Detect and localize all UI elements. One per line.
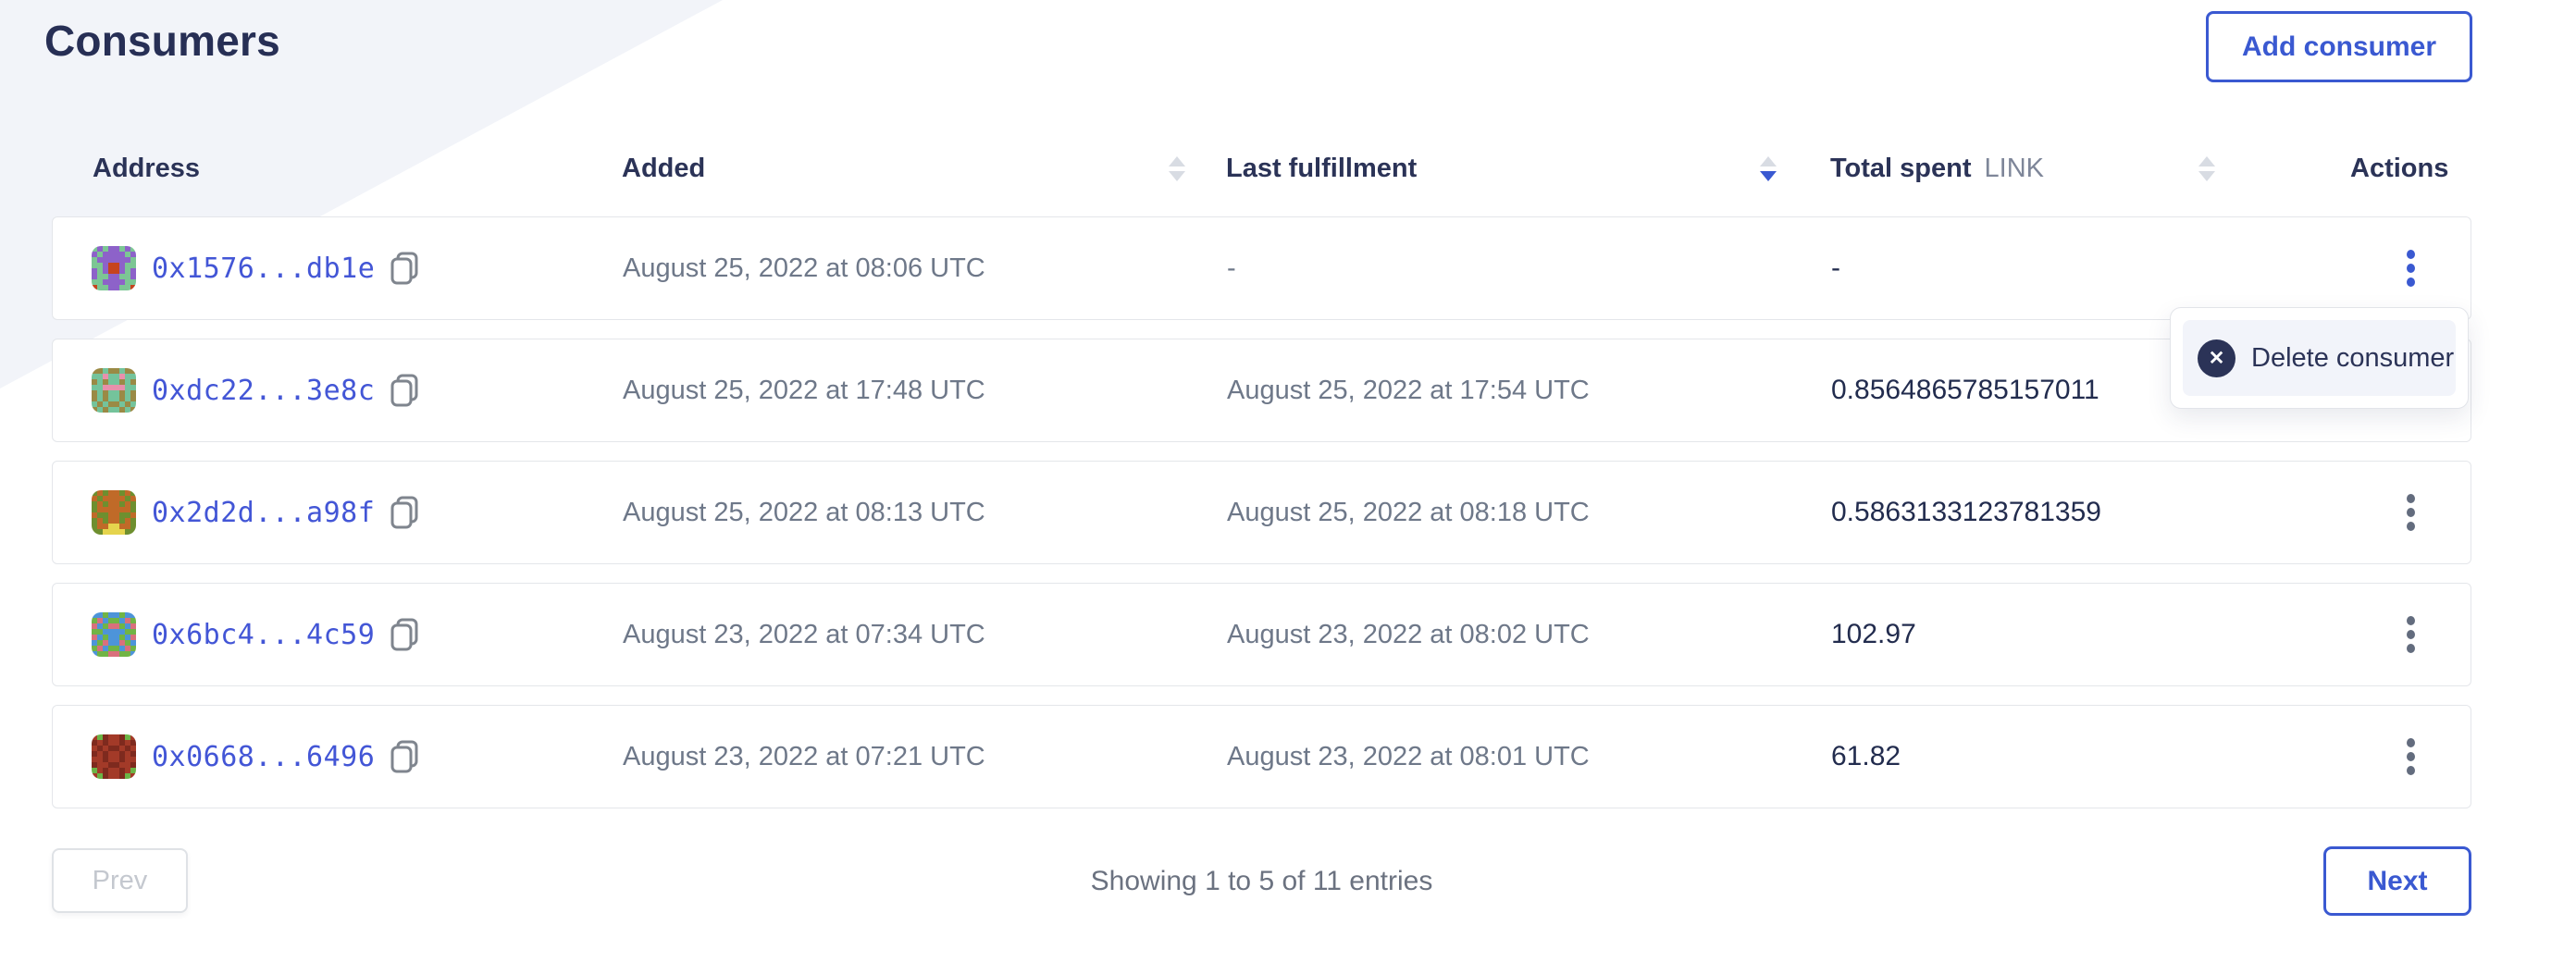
last-fulfillment-cell: August 23, 2022 at 08:01 UTC — [1227, 741, 1590, 771]
total-spent-cell: 0.5863133123781359 — [1831, 497, 2101, 527]
added-cell: August 25, 2022 at 17:48 UTC — [623, 375, 985, 405]
actions-cell — [2351, 240, 2471, 296]
column-header-address: Address — [52, 154, 622, 184]
row-actions-button[interactable] — [2392, 729, 2430, 784]
address-link[interactable]: 0x0668...6496 — [152, 740, 376, 773]
row-actions-button[interactable] — [2392, 607, 2430, 662]
column-header-added[interactable]: Added — [622, 154, 1226, 184]
added-cell: August 25, 2022 at 08:06 UTC — [623, 253, 985, 283]
total-spent-cell: 61.82 — [1831, 741, 1901, 771]
identicon-avatar — [92, 246, 136, 290]
copy-icon[interactable] — [390, 617, 421, 652]
table-body: 0x1576...db1e August 25, 2022 at 08:06 U… — [52, 216, 2471, 808]
menu-item-label: Delete consumer — [2251, 342, 2455, 373]
address-cell: 0x1576...db1e — [53, 246, 623, 290]
actions-cell — [2351, 485, 2471, 540]
column-header-total-spent[interactable]: Total spent LINK — [1830, 154, 2350, 184]
table-row: 0xdc22...3e8c August 25, 2022 at 17:48 U… — [52, 339, 2471, 442]
delete-consumer-menu-item[interactable]: ✕ Delete consumer — [2183, 320, 2456, 396]
row-actions-button[interactable] — [2392, 240, 2430, 296]
identicon-avatar — [92, 368, 136, 413]
actions-menu: ✕ Delete consumer — [2170, 307, 2469, 409]
identicon-avatar — [92, 490, 136, 535]
total-spent-cell: 0.8564865785157011 — [1831, 375, 2099, 405]
last-fulfillment-cell: August 25, 2022 at 08:18 UTC — [1227, 497, 1590, 527]
prev-page-button[interactable]: Prev — [52, 848, 188, 913]
column-header-actions: Actions — [2350, 154, 2471, 184]
last-fulfillment-cell: August 25, 2022 at 17:54 UTC — [1227, 375, 1590, 405]
address-link[interactable]: 0xdc22...3e8c — [152, 374, 376, 407]
page-title: Consumers — [44, 17, 280, 65]
total-spent-cell: 102.97 — [1831, 619, 1916, 649]
address-cell: 0x2d2d...a98f — [53, 490, 623, 535]
actions-cell — [2351, 607, 2471, 662]
top-bar: Consumers Add consumer — [44, 11, 2472, 82]
sort-icon[interactable] — [1760, 155, 1830, 181]
address-cell: 0x0668...6496 — [53, 734, 623, 779]
copy-icon[interactable] — [390, 739, 421, 774]
added-cell: August 23, 2022 at 07:21 UTC — [623, 741, 985, 771]
last-fulfillment-cell: - — [1227, 253, 1236, 283]
table-row: 0x1576...db1e August 25, 2022 at 08:06 U… — [52, 216, 2471, 320]
address-link[interactable]: 0x2d2d...a98f — [152, 496, 376, 529]
add-consumer-button[interactable]: Add consumer — [2206, 11, 2472, 82]
column-label: Last fulfillment — [1226, 153, 1418, 183]
sort-icon[interactable] — [1169, 155, 1226, 181]
table-row: 0x6bc4...4c59 August 23, 2022 at 07:34 U… — [52, 583, 2471, 686]
table-row: 0x0668...6496 August 23, 2022 at 07:21 U… — [52, 705, 2471, 808]
column-header-last-fulfillment[interactable]: Last fulfillment — [1226, 154, 1830, 184]
address-link[interactable]: 0x1576...db1e — [152, 252, 376, 285]
last-fulfillment-cell: August 23, 2022 at 08:02 UTC — [1227, 619, 1590, 649]
identicon-avatar — [92, 734, 136, 779]
copy-icon[interactable] — [390, 251, 421, 286]
row-actions-button[interactable] — [2392, 485, 2430, 540]
identicon-avatar — [92, 612, 136, 657]
address-cell: 0xdc22...3e8c — [53, 368, 623, 413]
copy-icon[interactable] — [390, 373, 421, 408]
pagination-summary: Showing 1 to 5 of 11 entries — [1090, 866, 1433, 896]
address-cell: 0x6bc4...4c59 — [53, 612, 623, 657]
total-spent-cell: - — [1831, 253, 1840, 283]
column-label: Actions — [2350, 153, 2449, 183]
added-cell: August 23, 2022 at 07:34 UTC — [623, 619, 985, 649]
pagination: Showing 1 to 5 of 11 entries Prev Next — [52, 844, 2471, 918]
copy-icon[interactable] — [390, 495, 421, 530]
column-label: Address — [93, 153, 201, 183]
next-page-button[interactable]: Next — [2323, 846, 2471, 916]
added-cell: August 25, 2022 at 08:13 UTC — [623, 497, 985, 527]
column-label: Total spent — [1830, 153, 1972, 183]
column-label: Added — [622, 153, 706, 183]
column-unit-link: LINK — [1984, 153, 2045, 183]
actions-cell — [2351, 729, 2471, 784]
table-row: 0x2d2d...a98f August 25, 2022 at 08:13 U… — [52, 461, 2471, 564]
sort-icon[interactable] — [2198, 155, 2350, 181]
x-circle-icon: ✕ — [2198, 339, 2235, 377]
address-link[interactable]: 0x6bc4...4c59 — [152, 618, 376, 651]
table-header: Address Added Last fulfillment Total spe… — [52, 139, 2471, 198]
